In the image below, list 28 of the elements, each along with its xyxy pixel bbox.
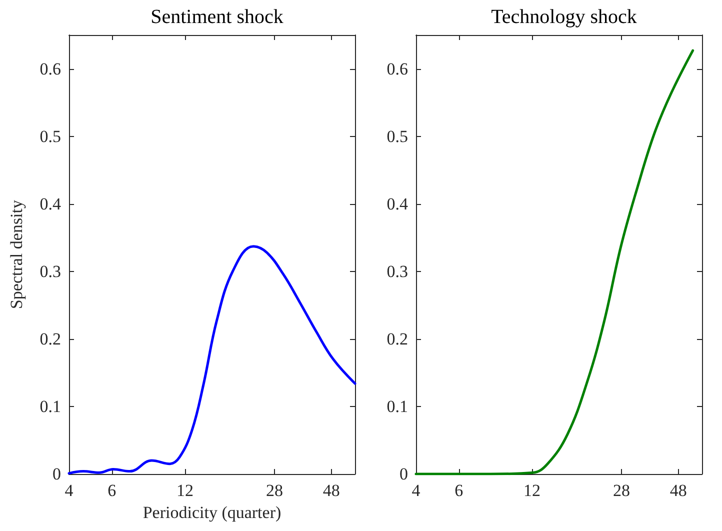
y-tick-label: 0.3 xyxy=(386,262,408,281)
y-tick-label: 0 xyxy=(400,464,408,484)
x-tick-label: 48 xyxy=(322,481,340,500)
y-tick-label: 0.4 xyxy=(386,194,408,214)
y-axis-title: Spectral density xyxy=(7,199,26,310)
x-tick-label: 12 xyxy=(524,481,541,500)
y-tick-label: 0.2 xyxy=(40,329,61,348)
y-tick-label: 0.2 xyxy=(386,329,408,348)
y-tick-label: 0.4 xyxy=(40,194,62,214)
y-tick-label: 0.3 xyxy=(40,262,61,281)
chart-title: Technology shock xyxy=(491,6,637,28)
x-tick-label: 28 xyxy=(266,481,284,500)
chart-title: Sentiment shock xyxy=(150,6,284,28)
x-tick-label: 12 xyxy=(176,481,194,500)
x-tick-label: 4 xyxy=(64,481,74,500)
y-tick-label: 0.1 xyxy=(386,396,408,416)
y-tick-label: 0.5 xyxy=(40,126,61,146)
x-tick-label: 6 xyxy=(108,481,116,500)
y-tick-label: 0 xyxy=(52,464,61,484)
y-tick-label: 0.5 xyxy=(386,126,408,146)
y-tick-label: 0.6 xyxy=(40,59,61,78)
y-tick-label: 0.6 xyxy=(386,59,408,78)
x-tick-label: 4 xyxy=(412,481,421,500)
x-axis-title: Periodicity (quarter) xyxy=(142,503,282,522)
x-tick-label: 28 xyxy=(613,481,630,500)
x-tick-label: 6 xyxy=(454,481,464,500)
y-tick-label: 0.1 xyxy=(40,396,61,416)
x-tick-label: 48 xyxy=(670,481,687,500)
